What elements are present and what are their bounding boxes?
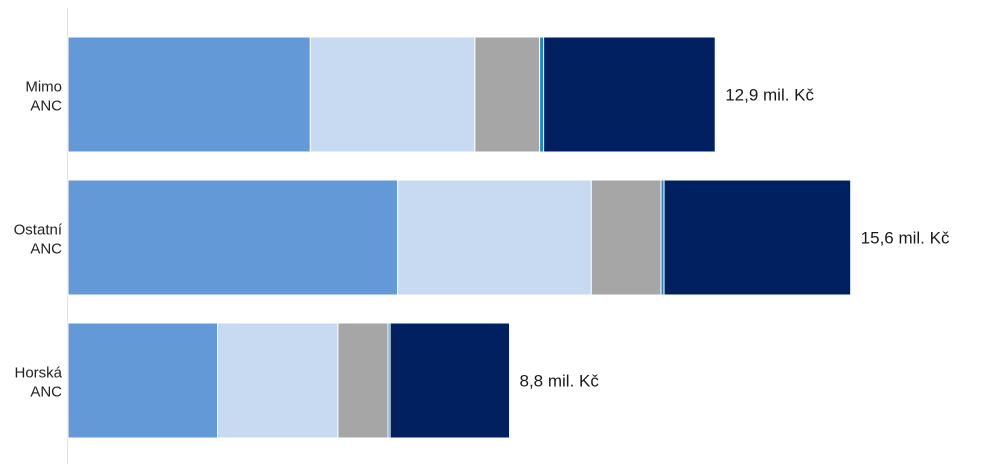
category-label-line: ANC	[30, 384, 62, 401]
category-label-line: Ostatní	[14, 222, 63, 239]
bar-total-label: 15,6 mil. Kč	[861, 229, 950, 248]
bar-segment-3-1	[67, 322, 219, 439]
bar-segment-3-5	[389, 322, 511, 439]
bar-segment-2-2	[397, 179, 592, 296]
category-label-line: Horská	[14, 365, 62, 382]
category-label: Ostatní ANC	[14, 222, 63, 258]
category-label: Horská ANC	[14, 365, 62, 401]
category-label-line: Mimo	[25, 79, 62, 96]
bar-segment-2-3	[590, 179, 662, 296]
bar-total-label: 12,9 mil. Kč	[725, 86, 814, 105]
bar-segment-3-2	[217, 322, 339, 439]
bar-segment-1-3	[474, 36, 541, 153]
bar-segment-1-1	[67, 36, 311, 153]
bar-total-label: 8,8 mil. Kč	[520, 372, 600, 391]
bar-segment-1-4	[539, 36, 545, 153]
bar-segment-3-3	[337, 322, 389, 439]
bars-layer	[67, 36, 852, 439]
category-label: Mimo ANC	[25, 79, 62, 115]
labels-layer: Mimo ANC 12,9 mil. Kč Ostatní ANC 15,6 mil. K…	[14, 79, 950, 401]
bar-segment-1-5	[543, 36, 716, 153]
bar-segment-2-5	[663, 179, 852, 296]
category-label-line: ANC	[30, 241, 62, 258]
bar-segment-1-2	[309, 36, 476, 153]
category-label-line: ANC	[30, 98, 62, 115]
bar-segment-2-1	[67, 179, 399, 296]
